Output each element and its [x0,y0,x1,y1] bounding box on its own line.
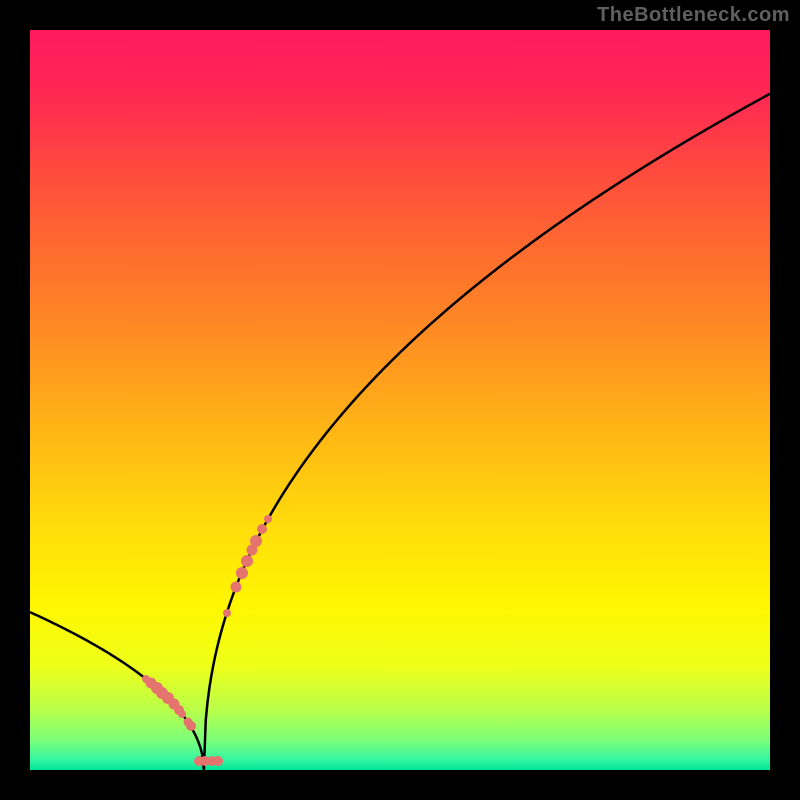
marker-right-0 [223,609,231,617]
chart-svg [30,30,770,770]
marker-right-1 [230,582,241,593]
marker-right-3 [241,555,253,567]
plot-area [30,30,770,770]
marker-right-6 [257,524,267,534]
marker-left-7 [178,710,186,718]
marker-right-2 [236,567,248,579]
marker-right-5 [250,535,262,547]
marker-right-7 [264,515,272,523]
marker-bottom-3 [213,756,223,766]
gradient-background [30,30,770,770]
marker-left-9 [186,721,196,731]
watermark: TheBottleneck.com [597,4,790,27]
